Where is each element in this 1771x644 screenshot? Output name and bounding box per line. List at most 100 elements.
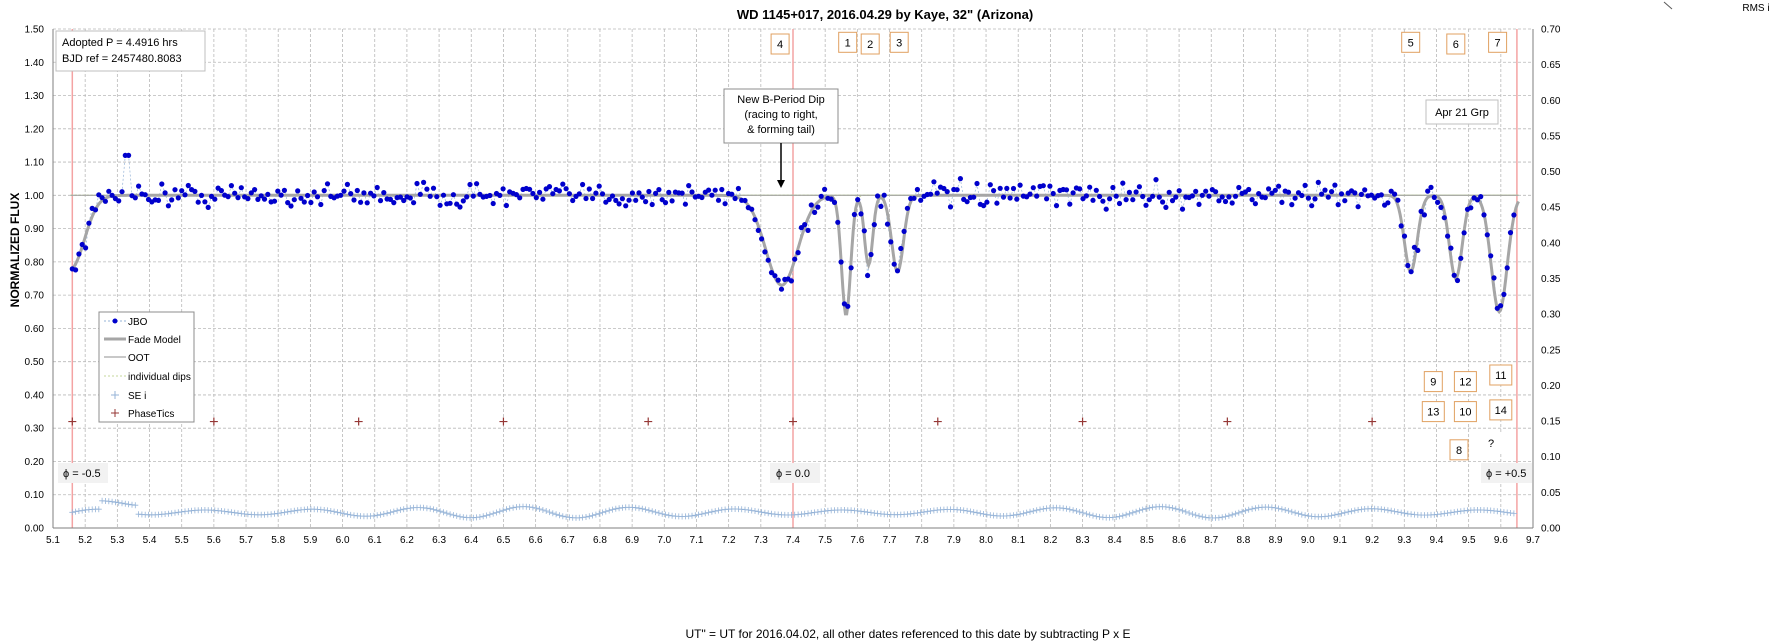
period-info-box: Adopted P = 4.4916 hrs BJD ref = 2457480… (55, 30, 206, 72)
rms-point (476, 514, 483, 520)
dip-number-label: 5 (1401, 31, 1421, 53)
jbo-point (1034, 193, 1040, 199)
rms-point (662, 511, 669, 518)
jbo-point (1004, 185, 1010, 191)
phase-tic (644, 417, 653, 426)
phase-tic (354, 417, 363, 426)
rms-point (1040, 505, 1047, 512)
jbo-point (1461, 230, 1467, 236)
dip-number-frame (1423, 371, 1443, 393)
rms-point (1143, 505, 1149, 512)
rms-point (1215, 514, 1222, 521)
rms-point (1166, 504, 1173, 511)
jbo-point (759, 236, 765, 242)
rms-point (231, 509, 238, 516)
dip-number-text: 6 (1453, 39, 1459, 51)
rms-point (119, 500, 125, 507)
jbo-point (126, 152, 132, 158)
jbo-point (205, 204, 211, 210)
rms-point (1013, 511, 1020, 518)
rms-point (334, 509, 341, 516)
rms-point (1086, 511, 1093, 518)
rms-point (1199, 513, 1206, 520)
dip-number-label: 13 (1421, 401, 1445, 423)
jbo-point (1189, 193, 1195, 199)
legend-item-oot: OOT (104, 353, 150, 364)
jbo-point (1252, 201, 1258, 207)
jbo-point (354, 187, 360, 194)
dip-number-frame (889, 31, 909, 53)
jbo-point (901, 228, 907, 234)
jbo-point (1405, 262, 1411, 269)
jbo-point (1262, 195, 1268, 201)
rms-point (510, 504, 517, 511)
jbo-point (1110, 184, 1116, 191)
dip-number-text: 3 (896, 37, 902, 49)
jbo-point (470, 193, 476, 199)
jbo-point (278, 192, 284, 198)
jbo-point (1166, 189, 1172, 195)
dip-number-frame (1488, 31, 1508, 53)
jbo-point (1236, 184, 1242, 191)
rms-point (1348, 508, 1355, 515)
rms-point (1239, 508, 1246, 515)
jbo-point (1156, 194, 1162, 200)
rms-point (980, 511, 987, 517)
jbo-point (1441, 215, 1447, 221)
jbo-point (503, 202, 509, 209)
jbo-point (815, 204, 821, 210)
jbo-point (1335, 202, 1341, 208)
jbo-point (245, 196, 251, 202)
y2-axis-label: RMS i (1742, 3, 1769, 14)
jbo-point (954, 187, 960, 193)
y2-tick-label: 0.50 (1541, 167, 1561, 178)
jbo-point (533, 195, 539, 201)
jbo-point (633, 197, 639, 203)
y2-tick-label: 0.55 (1541, 131, 1561, 142)
rms-point (689, 512, 695, 519)
rms-point (347, 511, 354, 518)
rms-point (1305, 512, 1312, 519)
jbo-point (599, 191, 606, 197)
jbo-point (119, 189, 125, 195)
y-tick-label: 0.60 (25, 324, 45, 335)
jbo-point (1448, 245, 1454, 251)
jbo-point (1454, 277, 1461, 284)
jbo-point (1292, 195, 1298, 201)
x-tick-label: 8.0 (979, 535, 993, 546)
rms-point (695, 511, 702, 518)
jbo-point (894, 268, 901, 274)
rms-point (122, 500, 129, 507)
jbo-point (1488, 253, 1494, 259)
rms-point (440, 509, 447, 516)
dip-number-label: 11 (1489, 364, 1513, 386)
jbo-point (179, 188, 185, 194)
jbo-point (172, 187, 178, 193)
x-tick-label: 9.0 (1301, 535, 1315, 546)
x-tick-label: 9.1 (1333, 535, 1347, 546)
rms-point (967, 508, 974, 515)
jbo-point (1478, 194, 1484, 200)
rms-point (1278, 506, 1285, 513)
rms-point (370, 512, 377, 519)
rms-point (1080, 509, 1086, 516)
rms-point (553, 511, 560, 518)
x-tick-label: 9.6 (1494, 535, 1508, 546)
jbo-point (1501, 291, 1507, 297)
dip-note-arrow-head (777, 180, 785, 188)
rms-point (1438, 511, 1444, 517)
jbo-point (1305, 195, 1311, 201)
rms-point (1341, 509, 1348, 516)
jbo-point (1206, 193, 1212, 199)
jbo-point (706, 187, 712, 193)
rms-point (394, 507, 401, 514)
legend-label-oot: OOT (128, 353, 150, 364)
rms-point (1113, 514, 1120, 520)
jbo-point (871, 222, 877, 228)
rms-point (437, 508, 444, 515)
jbo-point (636, 190, 642, 196)
x-tick-label: 6.9 (625, 535, 639, 546)
jbo-point (898, 245, 904, 252)
jbo-point (1173, 194, 1179, 200)
